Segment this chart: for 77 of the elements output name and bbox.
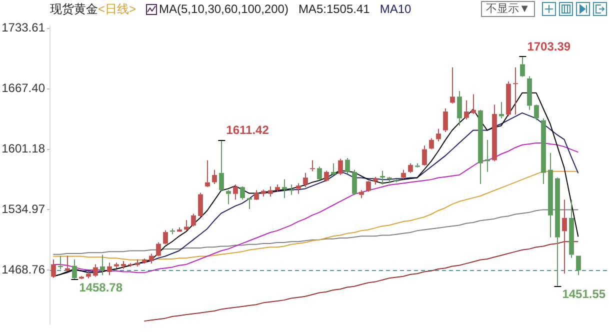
candlestick bbox=[513, 66, 518, 116]
candlestick bbox=[261, 189, 266, 197]
candlestick bbox=[569, 199, 574, 258]
candlestick bbox=[296, 182, 301, 194]
candlestick bbox=[93, 264, 98, 278]
candlestick bbox=[268, 186, 273, 197]
candlestick bbox=[240, 187, 245, 200]
y-tick-label: 1468.76 bbox=[2, 262, 46, 276]
candlestick bbox=[555, 178, 560, 286]
candlestick bbox=[107, 262, 112, 276]
candlestick bbox=[212, 169, 217, 184]
candlestick bbox=[275, 184, 280, 192]
candlestick bbox=[226, 190, 231, 205]
candlestick bbox=[429, 138, 434, 149]
candlestick bbox=[450, 66, 455, 104]
candlestick bbox=[177, 226, 182, 232]
text: MA(5,10,30,60,100,200) bbox=[159, 2, 288, 16]
annotation: 1451.55 bbox=[562, 287, 606, 302]
candlestick bbox=[100, 254, 105, 276]
candlestick bbox=[394, 178, 399, 183]
candlestick bbox=[408, 162, 413, 174]
candlestick bbox=[492, 104, 497, 162]
candlestick bbox=[415, 162, 420, 167]
candlestick bbox=[156, 242, 161, 256]
candlestick bbox=[541, 118, 546, 184]
annotation: 1611.42 bbox=[226, 123, 270, 138]
candlestick bbox=[198, 192, 203, 218]
candlestick bbox=[520, 55, 525, 76]
candlestick bbox=[142, 258, 147, 264]
candlestick bbox=[471, 94, 476, 115]
candlestick bbox=[72, 258, 77, 280]
candlestick bbox=[254, 190, 259, 200]
candlestick bbox=[121, 260, 126, 270]
annotation: 1458.78 bbox=[79, 280, 123, 295]
candlestick bbox=[65, 255, 70, 270]
candlestick bbox=[86, 270, 91, 279]
candlestick bbox=[457, 90, 462, 126]
candlestick bbox=[282, 178, 287, 199]
candlestick bbox=[317, 166, 322, 181]
candlestick bbox=[303, 172, 308, 188]
chart-title: 现货黄金 bbox=[50, 0, 98, 18]
candlestick bbox=[310, 160, 315, 172]
candlestick bbox=[436, 128, 441, 142]
candlestick bbox=[464, 100, 469, 120]
chart-subtitle: <日线> bbox=[98, 0, 136, 18]
candlestick bbox=[562, 199, 567, 274]
candlestick bbox=[443, 108, 448, 133]
candlestick bbox=[352, 169, 357, 196]
y-tick-label: 1601.18 bbox=[2, 142, 46, 156]
candlestick bbox=[135, 258, 140, 267]
candlestick bbox=[548, 152, 553, 238]
candlestick bbox=[114, 262, 119, 269]
candlestick bbox=[527, 76, 532, 110]
candlestick bbox=[401, 169, 406, 180]
candlestick bbox=[163, 230, 168, 244]
candlestick bbox=[576, 256, 581, 276]
candlestick bbox=[324, 170, 329, 181]
text: MA10 bbox=[380, 2, 412, 16]
annotation: 1703.39 bbox=[527, 39, 571, 54]
text: 不显示▼ bbox=[481, 1, 535, 17]
candlestick bbox=[373, 176, 378, 185]
candlestick bbox=[380, 170, 385, 185]
candlestick bbox=[345, 158, 350, 174]
candlestick bbox=[359, 190, 364, 199]
candlestick bbox=[331, 162, 336, 174]
candlestick bbox=[422, 145, 427, 166]
candlestick bbox=[289, 184, 294, 196]
candlestick bbox=[338, 158, 343, 176]
candlestick bbox=[499, 102, 504, 119]
text: MA5:1505.41 bbox=[298, 2, 370, 16]
candlestick bbox=[191, 213, 196, 227]
candlestick bbox=[233, 184, 238, 200]
candlestick bbox=[506, 81, 511, 117]
y-tick-label: 1534.97 bbox=[2, 202, 46, 216]
y-tick-label: 1733.61 bbox=[2, 20, 46, 35]
y-tick-label: 1667.40 bbox=[2, 81, 46, 96]
candlestick bbox=[219, 139, 224, 192]
